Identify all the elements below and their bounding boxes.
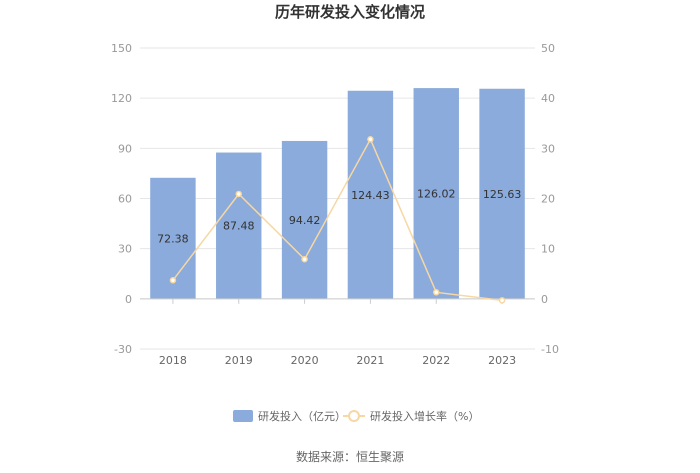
- x-tick-label: 2023: [488, 354, 516, 367]
- y-axis-right: 50 40 30 20 10 0 -10: [541, 42, 559, 356]
- legend: 研发投入（亿元） 研发投入增长率（%）: [233, 409, 479, 423]
- y-axis-left: 150 120 90 60 30 0 -30: [111, 42, 132, 356]
- bar: [347, 90, 394, 299]
- chart-title: 历年研发投入变化情况: [275, 3, 425, 21]
- legend-swatch-bar: [233, 410, 253, 422]
- bar-value-labels: 72.38 87.48 94.42 124.43 126.02 125.63: [157, 187, 521, 245]
- data-source: 数据来源：恒生聚源: [296, 449, 404, 464]
- bar-value-label: 87.48: [223, 220, 255, 233]
- y-left-tick-label: 120: [111, 92, 132, 105]
- y-left-tick-label: 90: [118, 142, 132, 155]
- y-left-tick-label: 30: [118, 243, 132, 256]
- bar: [216, 152, 262, 299]
- bar: [479, 88, 525, 299]
- y-right-tick-label: 50: [541, 42, 555, 55]
- y-right-tick-label: 0: [541, 293, 548, 306]
- bar: [281, 140, 328, 299]
- line-series: [169, 136, 506, 304]
- bar-value-label: 124.43: [351, 189, 390, 202]
- line-point: [235, 190, 242, 198]
- x-tick-label: 2020: [291, 354, 319, 367]
- growth-rate-line: [172, 137, 503, 302]
- y-left-tick-label: 150: [111, 42, 132, 55]
- line-point: [433, 289, 440, 296]
- y-left-tick-label: -30: [114, 343, 132, 356]
- y-right-tick-label: 40: [541, 92, 555, 105]
- line-point: [498, 297, 506, 304]
- y-left-tick-label: 0: [125, 293, 132, 306]
- legend-label-line: 研发投入增长率（%）: [370, 409, 479, 423]
- bar-value-label: 72.38: [157, 232, 189, 245]
- x-tick-label: 2021: [356, 354, 384, 367]
- y-right-tick-label: 20: [541, 193, 555, 206]
- x-tick-label: 2018: [159, 354, 187, 367]
- line-point: [169, 277, 177, 284]
- bar: [413, 88, 459, 299]
- x-axis: 2018 2019 2020 2021 2022 2023: [140, 298, 535, 367]
- x-tick-label: 2022: [422, 354, 450, 367]
- legend-swatch-line-marker: [348, 410, 360, 422]
- legend-label-bar: 研发投入（亿元）: [258, 409, 346, 423]
- bar-value-label: 125.63: [483, 188, 522, 201]
- y-right-tick-label: -10: [541, 343, 559, 356]
- y-right-tick-label: 10: [541, 243, 555, 256]
- line-point: [367, 136, 374, 143]
- y-left-tick-label: 60: [118, 193, 132, 206]
- line-point: [301, 255, 308, 263]
- x-tick-label: 2019: [225, 354, 253, 367]
- bar-value-label: 126.02: [417, 187, 456, 200]
- bar-value-label: 94.42: [289, 214, 321, 227]
- y-right-tick-label: 30: [541, 142, 555, 155]
- bar-series: [150, 88, 525, 299]
